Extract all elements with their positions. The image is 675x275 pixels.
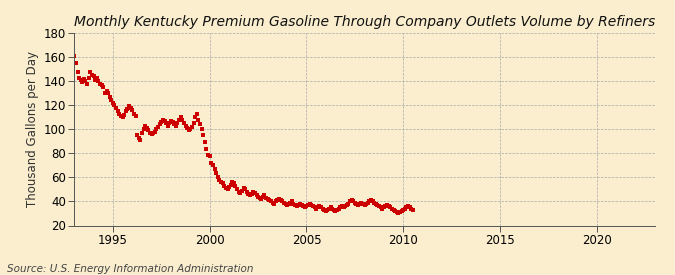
Title: Monthly Kentucky Premium Gasoline Through Company Outlets Volume by Refiners: Monthly Kentucky Premium Gasoline Throug… — [74, 15, 655, 29]
Y-axis label: Thousand Gallons per Day: Thousand Gallons per Day — [26, 51, 39, 207]
Text: Source: U.S. Energy Information Administration: Source: U.S. Energy Information Administ… — [7, 264, 253, 274]
